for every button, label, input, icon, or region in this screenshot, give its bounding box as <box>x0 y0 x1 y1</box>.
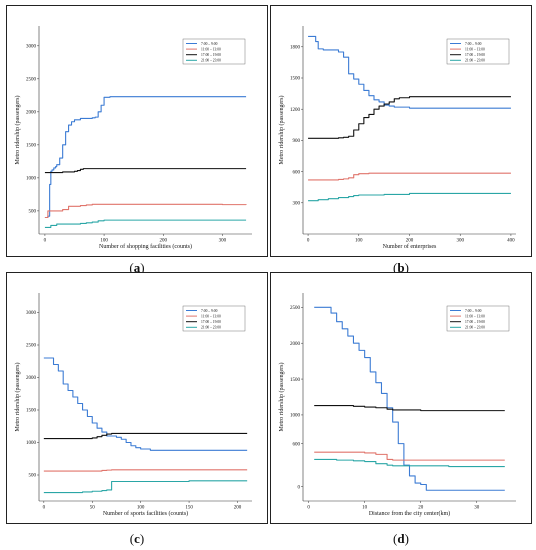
caption-a: (a) <box>129 260 145 275</box>
legend-label: 21:00 – 23:00 <box>465 59 485 63</box>
legend-label: 11:00 – 13:00 <box>201 314 221 318</box>
series-line-2 <box>308 172 511 181</box>
y-tick-label: 1000 <box>290 414 301 419</box>
x-tick-label: 200 <box>406 239 414 244</box>
y-tick-label: 3000 <box>26 45 37 50</box>
chart-panel-c: 500 1000 1500 2000 2500 3000 0 50 100 150 200 Numbe… <box>6 272 268 524</box>
x-tick-label: 100 <box>355 239 363 244</box>
x-tick-label: 100 <box>100 239 108 244</box>
series-line-2 <box>314 451 505 461</box>
x-tick-label: 0 <box>307 239 310 244</box>
x-tick-label: 200 <box>234 506 242 511</box>
legend-label: 17:00 – 19:00 <box>465 53 485 57</box>
caption-c: (c) <box>129 531 145 546</box>
y-tick-label: 1200 <box>290 108 301 113</box>
chart-panel-a: 500 1000 1500 2000 2500 3000 0 100 200 300 Number … <box>6 5 268 257</box>
series-line-2 <box>43 469 248 472</box>
legend-label: 17:00 – 19:00 <box>465 320 485 324</box>
y-tick-label: 2000 <box>26 111 37 116</box>
chart-panel-b: 300 600 900 1200 1500 1800 0 100 200 300 400 Number… <box>270 5 532 257</box>
y-tick-label: 2500 <box>290 306 301 311</box>
x-tick-label: 200 <box>160 239 168 244</box>
x-axis-label: Number of sports facilities (counts) <box>103 510 188 517</box>
x-axis-label: Number of shopping facilities (counts) <box>99 243 192 250</box>
x-tick-label: 50 <box>90 506 96 511</box>
y-axis-label: Metro ridership (passengers) <box>14 96 21 165</box>
y-axis-label: Metro ridership (passengers) <box>278 363 285 432</box>
x-tick-label: 100 <box>137 506 145 511</box>
series-line-4 <box>44 219 247 228</box>
series-line-4 <box>314 458 505 468</box>
y-tick-label: 900 <box>293 139 301 144</box>
legend-label: 11:00 – 13:00 <box>465 314 485 318</box>
legend-label: 7:00 – 9:00 <box>201 42 218 46</box>
y-axis-label: Metro ridership (passengers) <box>14 363 21 432</box>
legend-label: 17:00 – 19:00 <box>201 53 221 57</box>
x-tick-label: 150 <box>185 506 193 511</box>
series-line-2 <box>44 203 247 219</box>
x-tick-label: 20 <box>418 506 424 511</box>
series-line-4 <box>308 192 511 202</box>
x-tick-label: 0 <box>44 239 47 244</box>
x-axis-label: Distance from the city center(km) <box>369 510 450 517</box>
series-line-4 <box>43 480 248 494</box>
series-line-1 <box>308 35 511 109</box>
y-tick-label: 2500 <box>26 78 37 83</box>
y-tick-label: 500 <box>29 474 37 479</box>
legend-label: 17:00 – 19:00 <box>201 320 221 324</box>
x-tick-label: 400 <box>507 239 515 244</box>
x-tick-label: 300 <box>219 239 227 244</box>
y-tick-label: 2000 <box>290 342 301 347</box>
y-tick-label: 600 <box>293 442 301 447</box>
series-line-3 <box>308 96 511 139</box>
series-line-3 <box>43 432 248 440</box>
caption-b: (b) <box>393 260 409 275</box>
legend-label: 21:00 – 23:00 <box>201 59 221 63</box>
y-tick-label: 1800 <box>290 46 301 51</box>
chart-panel-d: 0 600 1000 1500 2000 2500 0 10 20 30 Distance from… <box>270 272 532 524</box>
y-tick-label: 600 <box>293 170 301 175</box>
y-tick-label: 1500 <box>26 409 37 414</box>
legend-label: 11:00 – 13:00 <box>465 47 485 51</box>
series-line-1 <box>314 306 505 491</box>
y-tick-label: 2000 <box>26 376 37 381</box>
caption-d: (d) <box>393 531 409 546</box>
x-tick-label: 0 <box>43 506 46 511</box>
x-axis-label: Number of enterprises <box>383 243 437 250</box>
series-line-1 <box>44 96 247 219</box>
legend-label: 7:00 – 9:00 <box>201 309 218 313</box>
y-tick-label: 300 <box>293 202 301 207</box>
x-tick-label: 10 <box>362 506 368 511</box>
y-tick-label: 1000 <box>26 177 37 182</box>
series-line-3 <box>314 405 505 412</box>
y-tick-label: 0 <box>298 485 301 490</box>
series-line-3 <box>44 168 247 174</box>
y-tick-label: 3000 <box>26 311 37 316</box>
legend-label: 11:00 – 13:00 <box>201 47 221 51</box>
legend-label: 7:00 – 9:00 <box>465 42 482 46</box>
y-tick-label: 2500 <box>26 344 37 349</box>
x-tick-label: 30 <box>474 506 480 511</box>
series-line-1 <box>43 357 248 451</box>
legend-label: 21:00 – 23:00 <box>201 326 221 330</box>
y-tick-label: 1500 <box>26 144 37 149</box>
y-tick-label: 1000 <box>26 441 37 446</box>
legend-label: 21:00 – 23:00 <box>465 326 485 330</box>
legend-label: 7:00 – 9:00 <box>465 309 482 313</box>
x-tick-label: 300 <box>456 239 464 244</box>
y-axis-label: Metro ridership (passengers) <box>278 96 285 165</box>
x-tick-label: 0 <box>307 506 310 511</box>
y-tick-label: 1500 <box>290 77 301 82</box>
y-tick-label: 500 <box>29 210 37 215</box>
y-tick-label: 1500 <box>290 378 301 383</box>
